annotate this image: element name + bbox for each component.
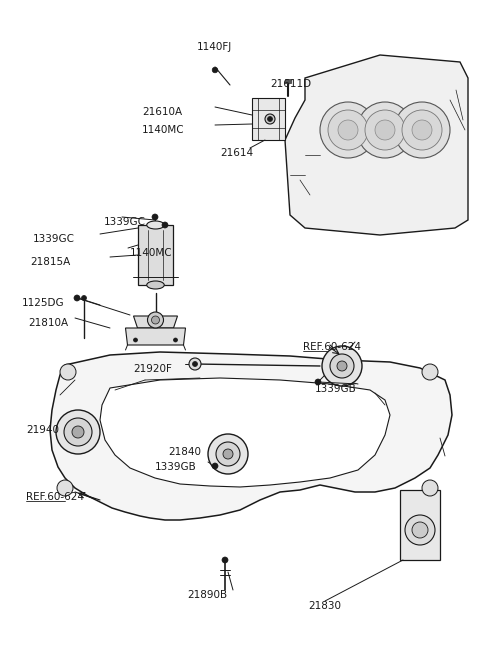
Text: 21940: 21940 bbox=[26, 425, 59, 435]
Bar bbox=[285, 79, 291, 83]
Circle shape bbox=[208, 434, 248, 474]
Circle shape bbox=[394, 102, 450, 158]
Circle shape bbox=[402, 110, 442, 150]
Circle shape bbox=[375, 120, 395, 140]
Polygon shape bbox=[252, 98, 285, 140]
Circle shape bbox=[152, 214, 158, 220]
Circle shape bbox=[222, 557, 228, 563]
Circle shape bbox=[147, 312, 164, 328]
Circle shape bbox=[162, 222, 168, 228]
Text: 1140FJ: 1140FJ bbox=[197, 42, 232, 52]
Circle shape bbox=[133, 338, 137, 342]
Circle shape bbox=[82, 295, 86, 301]
Circle shape bbox=[322, 346, 362, 386]
Circle shape bbox=[265, 114, 275, 124]
Circle shape bbox=[320, 102, 376, 158]
Text: 21611D: 21611D bbox=[270, 79, 311, 89]
Text: 1125DG: 1125DG bbox=[22, 298, 65, 308]
Text: REF.60-624: REF.60-624 bbox=[303, 342, 361, 352]
Text: 1339GC: 1339GC bbox=[33, 234, 75, 244]
Circle shape bbox=[338, 120, 358, 140]
Circle shape bbox=[72, 426, 84, 438]
Circle shape bbox=[405, 515, 435, 545]
Text: 21610A: 21610A bbox=[142, 107, 182, 117]
Polygon shape bbox=[400, 490, 440, 560]
Text: 1339GB: 1339GB bbox=[155, 462, 197, 472]
Circle shape bbox=[223, 449, 233, 459]
Circle shape bbox=[189, 358, 201, 370]
Polygon shape bbox=[133, 316, 178, 328]
Text: 1140MC: 1140MC bbox=[142, 125, 185, 135]
Text: 1339GC: 1339GC bbox=[104, 217, 146, 227]
Text: 21614: 21614 bbox=[220, 148, 253, 158]
Text: 21810A: 21810A bbox=[28, 318, 68, 328]
Circle shape bbox=[74, 295, 80, 301]
Ellipse shape bbox=[147, 281, 164, 289]
Circle shape bbox=[173, 338, 178, 342]
Text: 21830: 21830 bbox=[308, 601, 341, 611]
Text: 21840: 21840 bbox=[168, 447, 201, 457]
Circle shape bbox=[328, 110, 368, 150]
Ellipse shape bbox=[147, 221, 164, 229]
Polygon shape bbox=[100, 378, 390, 487]
Text: REF.60-624: REF.60-624 bbox=[26, 492, 84, 502]
Circle shape bbox=[64, 418, 92, 446]
Circle shape bbox=[216, 442, 240, 466]
Text: 1140MC: 1140MC bbox=[130, 248, 173, 258]
Circle shape bbox=[212, 67, 218, 73]
Circle shape bbox=[412, 522, 428, 538]
Polygon shape bbox=[50, 352, 452, 520]
Text: 1339GB: 1339GB bbox=[315, 384, 357, 394]
Circle shape bbox=[337, 361, 347, 371]
Circle shape bbox=[192, 362, 197, 367]
Circle shape bbox=[315, 379, 321, 385]
Circle shape bbox=[267, 117, 273, 121]
Circle shape bbox=[422, 480, 438, 496]
Circle shape bbox=[57, 480, 73, 496]
Circle shape bbox=[60, 364, 76, 380]
Text: 21920F: 21920F bbox=[133, 364, 172, 374]
Bar bbox=[138, 225, 173, 285]
Polygon shape bbox=[125, 328, 185, 345]
Circle shape bbox=[412, 120, 432, 140]
Circle shape bbox=[357, 102, 413, 158]
Text: 21890B: 21890B bbox=[187, 590, 227, 600]
Circle shape bbox=[152, 316, 159, 324]
Circle shape bbox=[365, 110, 405, 150]
Circle shape bbox=[212, 463, 218, 469]
Circle shape bbox=[422, 364, 438, 380]
Circle shape bbox=[56, 410, 100, 454]
Polygon shape bbox=[285, 55, 468, 235]
Text: 21815A: 21815A bbox=[30, 257, 70, 267]
Circle shape bbox=[330, 354, 354, 378]
